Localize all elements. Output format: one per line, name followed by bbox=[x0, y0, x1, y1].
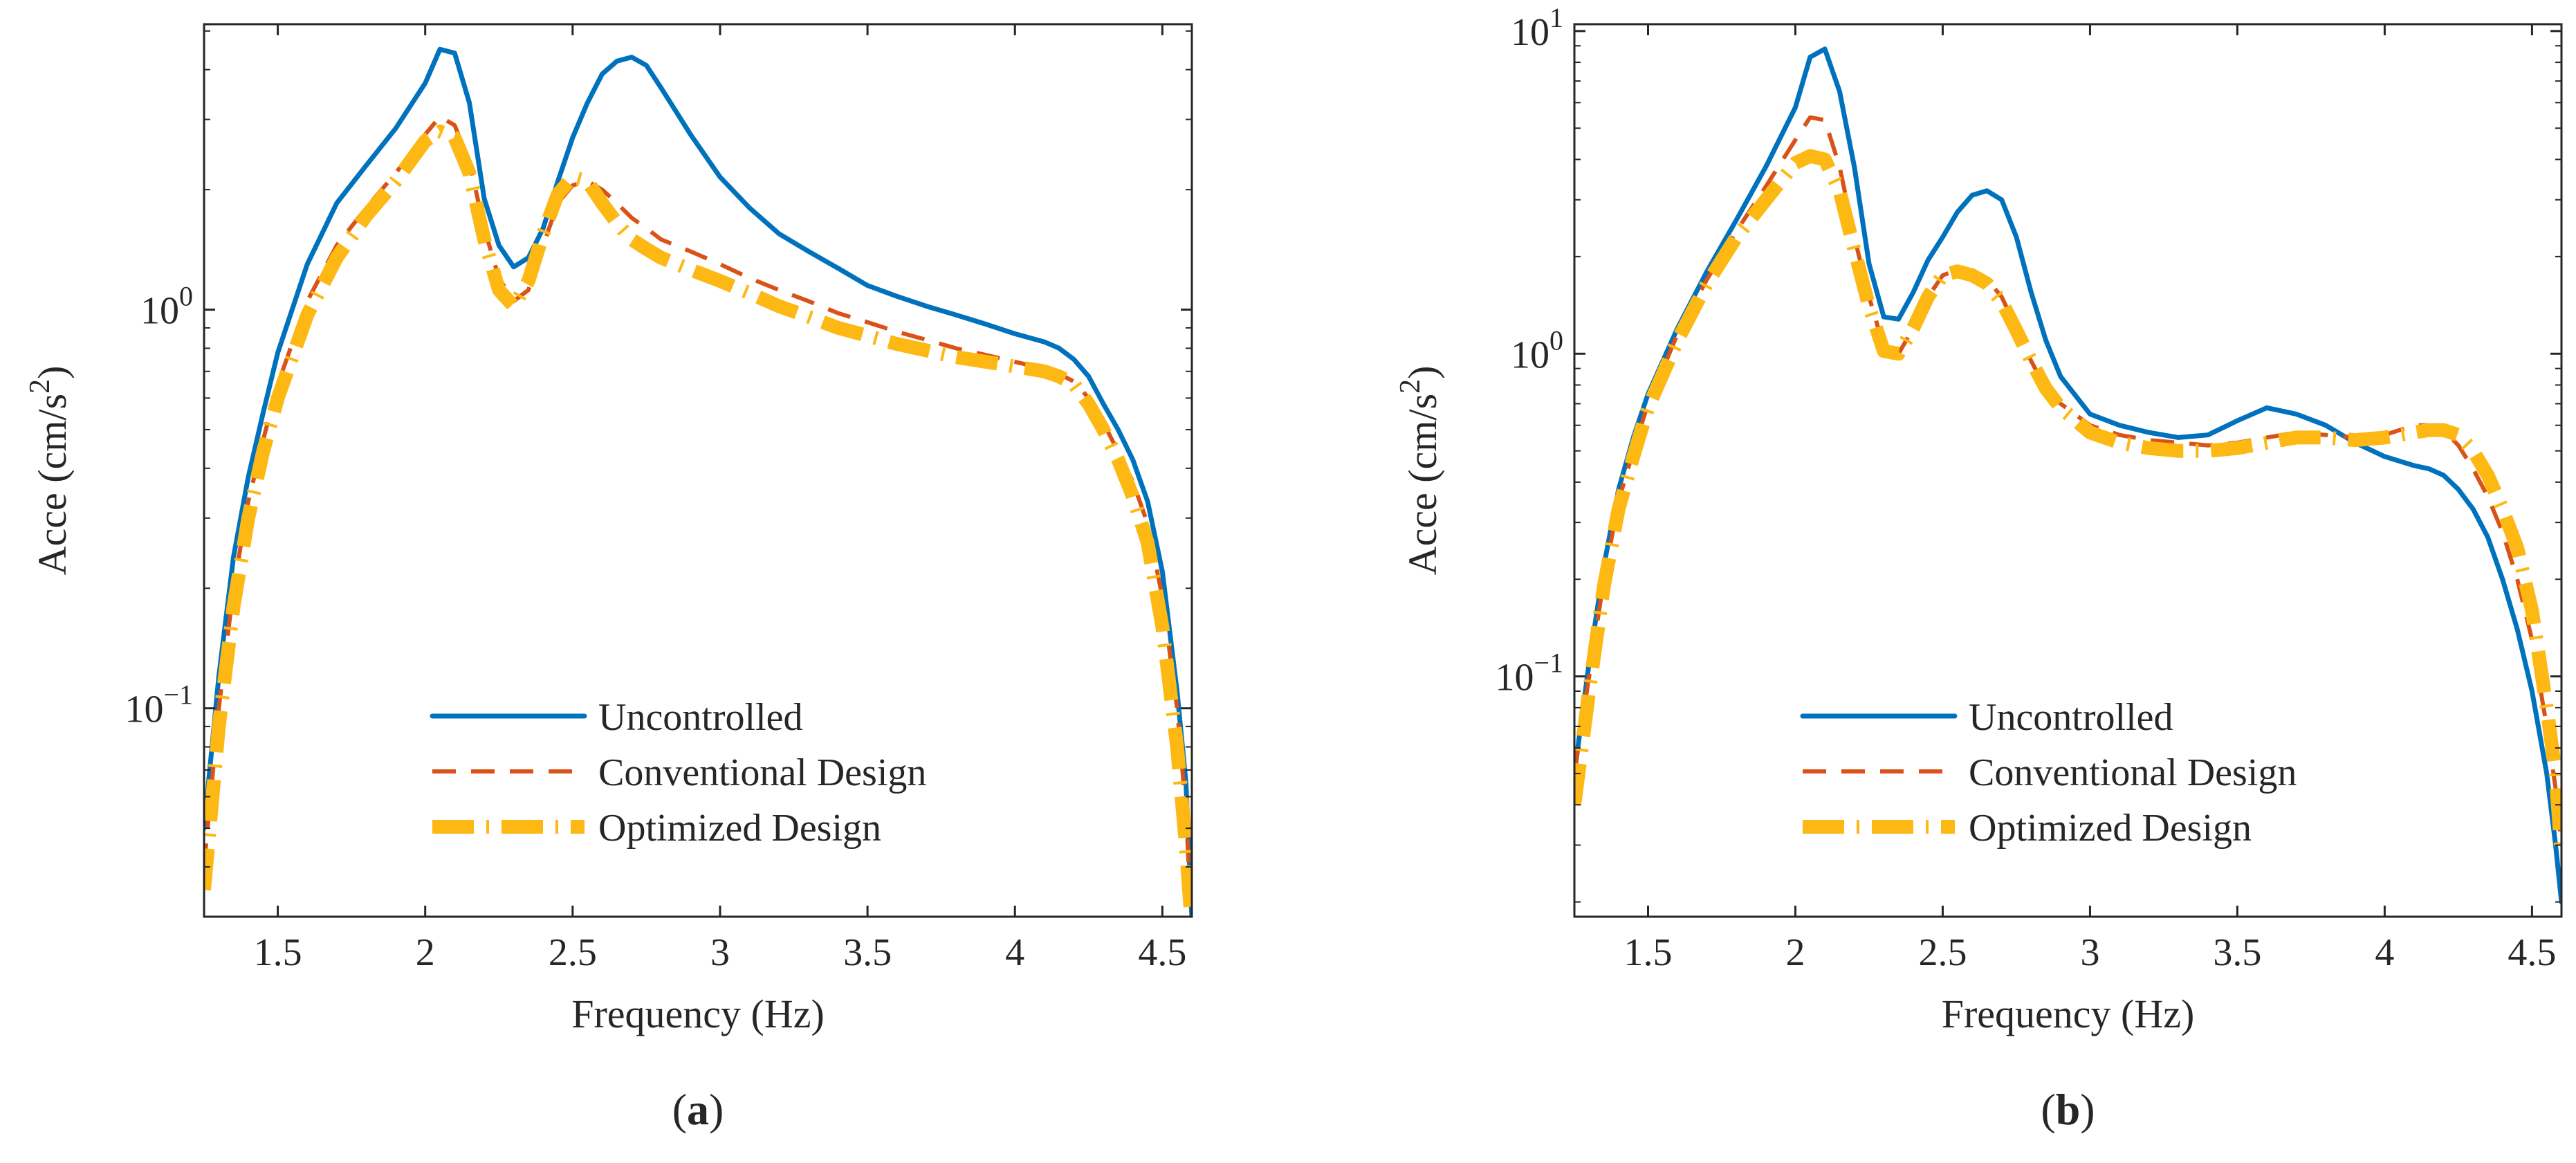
x-tick-label-a: 2 bbox=[416, 931, 435, 974]
axes-box-a bbox=[203, 23, 1193, 918]
series-uncontrolled-line-a bbox=[204, 46, 1192, 917]
chart-panel-a: 1.5 2 2.5 3 3.5 4 4.5 10−1 100 Frequency (Hz) Acce… bbox=[24, 23, 1193, 1134]
legend-label-series-optimized-b: Optimized Design bbox=[1969, 807, 2252, 850]
x-tick-label-a: 3.5 bbox=[843, 931, 892, 974]
legend-label-series-optimized-a: Optimized Design bbox=[598, 807, 881, 850]
series-optimized-line-b bbox=[1574, 149, 2561, 856]
legend-label-series-uncontrolled-b: Uncontrolled bbox=[1969, 696, 2173, 739]
y-tick-label-b: 10−1 bbox=[1495, 648, 1563, 699]
x-tick-label-b: 3 bbox=[2080, 931, 2099, 974]
panel-caption-b: (b) bbox=[2041, 1085, 2095, 1134]
y-tick-label-b: 101 bbox=[1511, 2, 1563, 54]
series-uncontrolled-line-b bbox=[1574, 46, 2561, 905]
legend-b: Uncontrolled Conventional Design Optimized… bbox=[1800, 696, 2297, 850]
x-tick-label-b: 3.5 bbox=[2213, 931, 2261, 974]
chart-panel-b: 1.5 2 2.5 3 3.5 4 4.5 10−1 100 101 Frequency (Hz) A… bbox=[1395, 2, 2563, 1134]
axes-box-b bbox=[1573, 23, 2563, 918]
x-tick-label-a: 1.5 bbox=[254, 931, 302, 974]
x-tick-label-b: 2.5 bbox=[1918, 931, 1967, 974]
x-axis-label-a: Frequency (Hz) bbox=[571, 991, 825, 1036]
x-axis-label-b: Frequency (Hz) bbox=[1942, 991, 2195, 1036]
panel-caption-a: (a) bbox=[672, 1085, 724, 1134]
x-tick-label-a: 4.5 bbox=[1138, 931, 1186, 974]
y-tick-label-b: 100 bbox=[1511, 324, 1563, 376]
legend-label-series-conventional-a: Conventional Design bbox=[598, 751, 926, 794]
legend-label-series-uncontrolled-a: Uncontrolled bbox=[598, 696, 802, 739]
x-tick-label-a: 2.5 bbox=[549, 931, 597, 974]
x-tick-label-b: 2 bbox=[1785, 931, 1805, 974]
x-tick-label-b: 1.5 bbox=[1623, 931, 1672, 974]
plot-area-b bbox=[1574, 46, 2561, 905]
legend-label-series-conventional-b: Conventional Design bbox=[1969, 751, 2297, 794]
x-tick-label-a: 3 bbox=[710, 931, 730, 974]
series-optimized-line-a bbox=[204, 124, 1192, 917]
x-tick-label-a: 4 bbox=[1005, 931, 1024, 974]
legend-a: Uncontrolled Conventional Design Optimized… bbox=[430, 696, 926, 850]
y-tick-label-a: 100 bbox=[140, 281, 193, 333]
y-tick-label-a: 10−1 bbox=[125, 679, 193, 731]
x-tick-label-b: 4 bbox=[2375, 931, 2394, 974]
y-axis-label-b: Acce (cm/s2) bbox=[1395, 366, 1445, 576]
plot-area-a bbox=[204, 46, 1192, 917]
y-axis-label-a: Acce (cm/s2) bbox=[24, 366, 75, 576]
x-tick-label-b: 4.5 bbox=[2508, 931, 2556, 974]
